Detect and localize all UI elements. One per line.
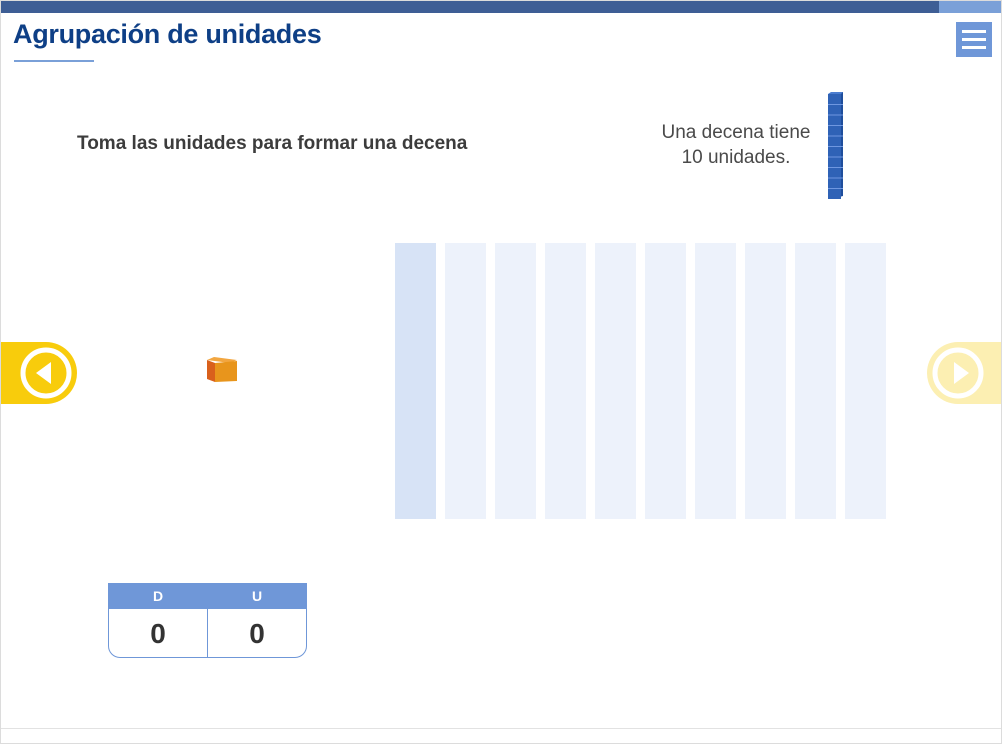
hamburger-menu-icon [962, 38, 986, 41]
board-slot-2[interactable] [445, 243, 486, 519]
board-slot-10[interactable] [845, 243, 886, 519]
board-slot-7[interactable] [695, 243, 736, 519]
place-value-counter: D U 0 0 [108, 583, 307, 658]
info-line-2: 10 unidades. [681, 147, 791, 168]
info-line-1: Una decena tiene [661, 122, 811, 143]
board-slot-3[interactable] [495, 243, 536, 519]
board-slot-6[interactable] [645, 243, 686, 519]
board-slot-1[interactable] [395, 243, 436, 519]
board-slot-8[interactable] [745, 243, 786, 519]
unit-cube-icon[interactable] [206, 357, 238, 383]
arrow-left-circle-icon [20, 347, 72, 399]
board-slot-5[interactable] [595, 243, 636, 519]
counter-header: D U [109, 584, 306, 609]
hamburger-menu-icon [962, 46, 986, 49]
info-text: Una decena tiene 10 unidades. [641, 120, 831, 170]
arrow-right-circle-icon [932, 347, 984, 399]
tens-value: 0 [150, 618, 166, 649]
hamburger-menu-icon [962, 30, 986, 33]
prev-button[interactable] [1, 342, 77, 404]
board-slot-4[interactable] [545, 243, 586, 519]
ten-rod-icon [828, 92, 843, 199]
menu-button[interactable] [956, 22, 992, 57]
title-underline [14, 60, 94, 62]
page-title: Agrupación de unidades [13, 19, 322, 49]
top-progress-bar-accent [939, 1, 1001, 13]
footer-divider [1, 728, 1001, 729]
tens-board [395, 243, 887, 519]
instruction-text: Toma las unidades para formar una decena [77, 133, 468, 154]
units-value: 0 [249, 618, 265, 649]
top-progress-bar [1, 1, 939, 13]
tens-label: D [152, 588, 164, 604]
counter-divider [207, 609, 208, 657]
next-button[interactable] [927, 342, 1002, 404]
board-slot-9[interactable] [795, 243, 836, 519]
units-label: U [251, 588, 263, 604]
